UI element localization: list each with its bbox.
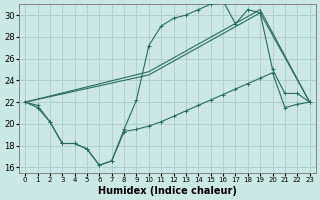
X-axis label: Humidex (Indice chaleur): Humidex (Indice chaleur): [98, 186, 237, 196]
